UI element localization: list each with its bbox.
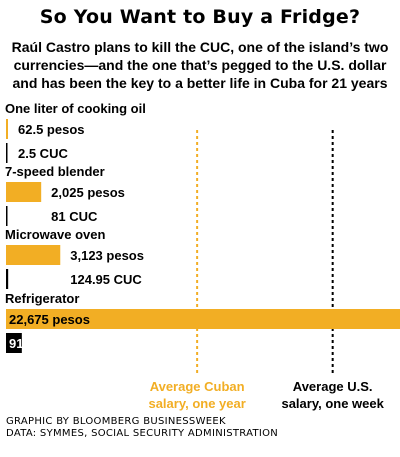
value-label-pesos: 22,675 pesos xyxy=(9,312,90,327)
credit-graphic: GRAPHIC BY BLOOMBERG BUSINESSWEEK xyxy=(6,416,226,427)
category-label: One liter of cooking oil xyxy=(5,101,146,116)
value-label-cuc: 124.95 CUC xyxy=(70,272,142,287)
bar-cuc xyxy=(6,269,9,289)
credit-data-source: DATA: SYMMES, SOCIAL SECURITY ADMINISTRA… xyxy=(6,428,279,439)
bar-pesos xyxy=(6,119,8,139)
credits: GRAPHIC BY BLOOMBERG BUSINESSWEEK DATA: … xyxy=(6,416,278,440)
value-label-cuc: 81 CUC xyxy=(51,209,98,224)
reference-line-label: salary, one year xyxy=(148,396,245,411)
bar-cuc xyxy=(6,333,22,353)
reference-line-label: Average Cuban xyxy=(150,379,245,394)
category-label: Refrigerator xyxy=(5,291,79,306)
bar-pesos xyxy=(6,182,42,202)
value-label-pesos: 3,123 pesos xyxy=(70,248,144,263)
bar-chart: Average Cuban salary, one year Average U.S… xyxy=(5,101,400,411)
bar-pesos xyxy=(6,245,61,265)
value-label-pesos: 62.5 pesos xyxy=(18,122,85,137)
reference-line-label: salary, one week xyxy=(281,396,384,411)
value-label-pesos: 2,025 pesos xyxy=(51,185,125,200)
value-label-cuc: 2.5 CUC xyxy=(18,146,68,161)
category-label: Microwave oven xyxy=(5,227,105,242)
bar-cuc xyxy=(6,143,8,163)
category-label: 7-speed blender xyxy=(5,164,105,179)
reference-line-label: Average U.S. xyxy=(293,379,373,394)
value-label-cuc: 910.65 CUC xyxy=(9,336,81,351)
bar-cuc xyxy=(6,206,8,226)
chart-title: So You Want to Buy a Fridge? xyxy=(39,6,361,28)
bar-pesos xyxy=(6,309,400,329)
chart-subtitle: Raúl Castro plans to kill the CUC, one o… xyxy=(11,39,389,91)
